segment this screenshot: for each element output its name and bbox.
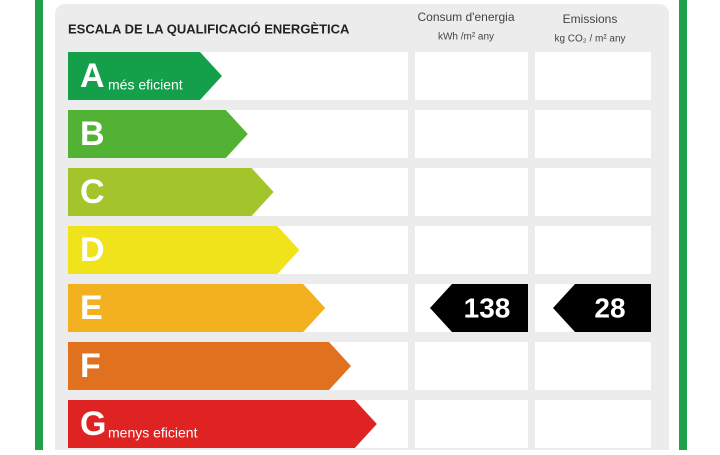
column-unit: kWh /m² any: [438, 32, 494, 43]
rating-arrow: [68, 168, 274, 216]
cell: [415, 342, 528, 390]
value: 28: [594, 292, 625, 323]
title: ESCALA DE LA QUALIFICACIÓ ENERGÈTICA: [68, 21, 350, 36]
cell: [415, 400, 528, 448]
cell: [535, 52, 651, 100]
rating-letter: B: [80, 115, 105, 153]
rating-arrow: [68, 284, 326, 332]
column-title: Consum d'energia: [417, 10, 514, 24]
border-left: [35, 0, 43, 450]
value-arrow: [553, 284, 651, 332]
cell: [535, 110, 651, 158]
rating-letter: A: [80, 57, 105, 95]
rating-arrow: [68, 400, 377, 448]
cell: [535, 400, 651, 448]
cell: [535, 168, 651, 216]
rating-label: menys eficient: [108, 425, 198, 441]
rating-letter: C: [80, 173, 105, 211]
rating-arrow: [68, 342, 351, 390]
rating-arrow: [68, 226, 300, 274]
cell: [415, 52, 528, 100]
rating-arrow: [68, 52, 222, 100]
cell: [535, 342, 651, 390]
border-right: [679, 0, 687, 450]
rating-label: més eficient: [108, 77, 183, 93]
cell: [415, 168, 528, 216]
column-unit: kg CO₂ / m² any: [554, 34, 625, 45]
rating-letter: G: [80, 405, 106, 443]
cell: [415, 110, 528, 158]
rating-letter: F: [80, 347, 101, 385]
value-arrow: [430, 284, 528, 332]
rating-letter: D: [80, 231, 105, 269]
rating-arrow: [68, 110, 248, 158]
cell: [415, 226, 528, 274]
column-title: Emissions: [563, 12, 618, 26]
cell: [535, 226, 651, 274]
rating-letter: E: [80, 289, 103, 327]
value: 138: [464, 292, 511, 323]
